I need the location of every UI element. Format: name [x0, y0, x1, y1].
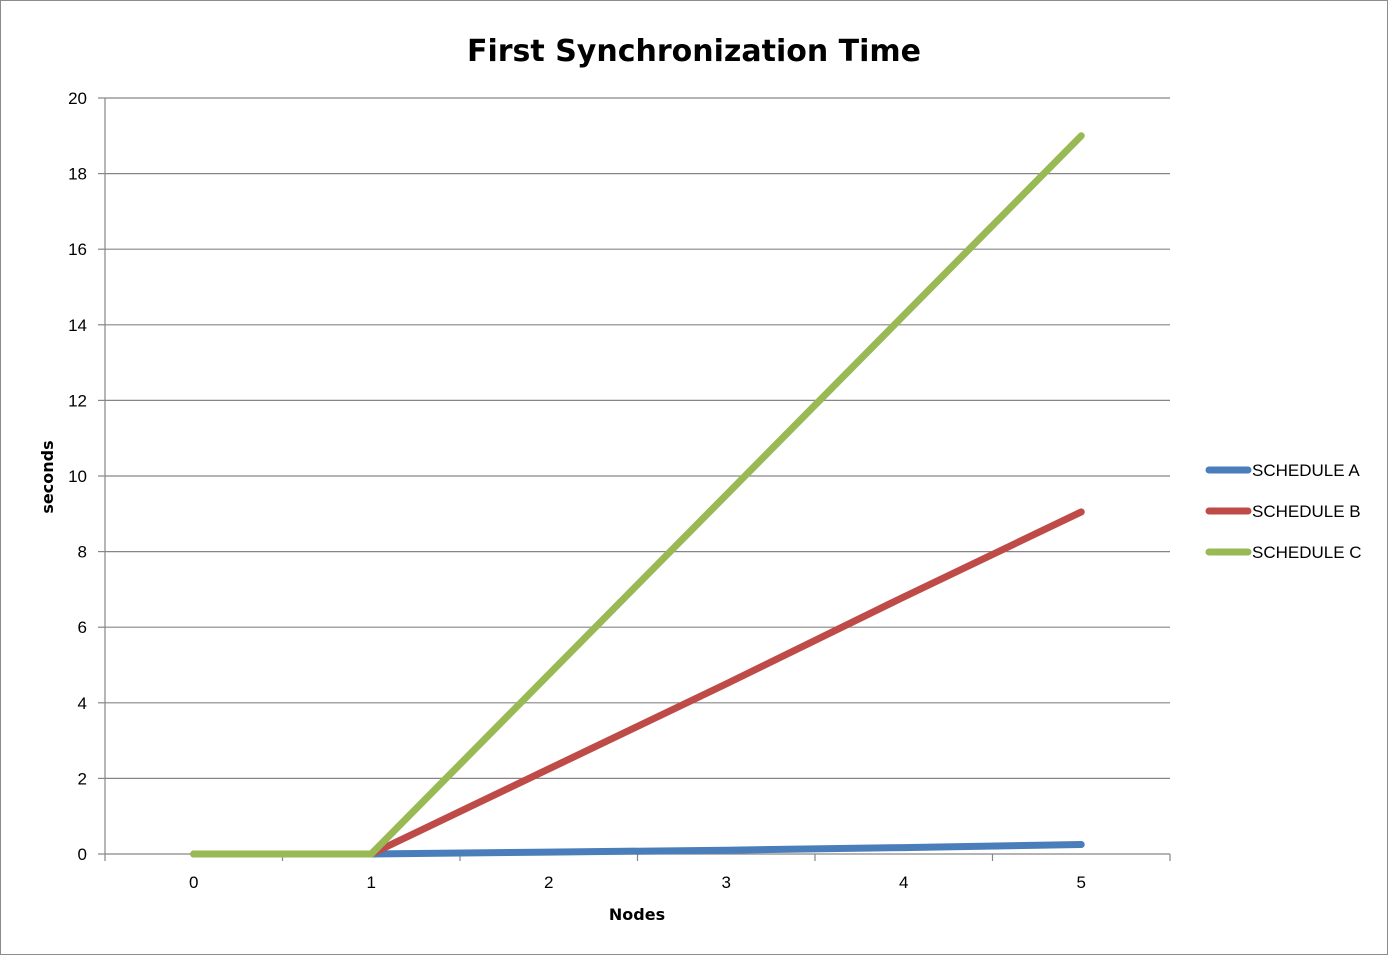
y-axis-label: seconds	[38, 440, 57, 513]
legend-label-schedule-a: SCHEDULE A	[1252, 461, 1360, 480]
y-tick-label: 12	[68, 391, 87, 410]
legend: SCHEDULE A SCHEDULE B SCHEDULE C	[1205, 461, 1362, 562]
y-tick-label: 14	[68, 316, 87, 335]
series-lines	[190, 132, 1085, 858]
x-tick-label: 1	[367, 873, 376, 892]
y-tick-label: 8	[78, 543, 87, 562]
y-tick-label: 20	[68, 89, 87, 108]
chart-title: First Synchronization Time	[467, 34, 921, 69]
y-tick-label: 16	[68, 240, 87, 259]
legend-label-schedule-c: SCHEDULE C	[1252, 543, 1362, 562]
series-line-schedule-c	[190, 132, 1085, 858]
x-tick-label: 5	[1077, 873, 1086, 892]
x-tick-label: 2	[544, 873, 553, 892]
y-tick-label: 0	[78, 845, 87, 864]
y-tick-label: 6	[78, 618, 87, 637]
y-tick-label: 2	[78, 769, 87, 788]
x-tick-label: 3	[722, 873, 731, 892]
x-axis-label: Nodes	[609, 905, 665, 924]
legend-label-schedule-b: SCHEDULE B	[1252, 502, 1361, 521]
y-tick-label: 18	[68, 165, 87, 184]
x-tick-label: 0	[189, 873, 198, 892]
gridlines	[105, 97, 1170, 780]
y-tick-label: 4	[78, 694, 87, 713]
y-tick-label: 10	[68, 467, 87, 486]
x-tick-label: 4	[899, 873, 908, 892]
series-line-schedule-b	[190, 508, 1085, 858]
